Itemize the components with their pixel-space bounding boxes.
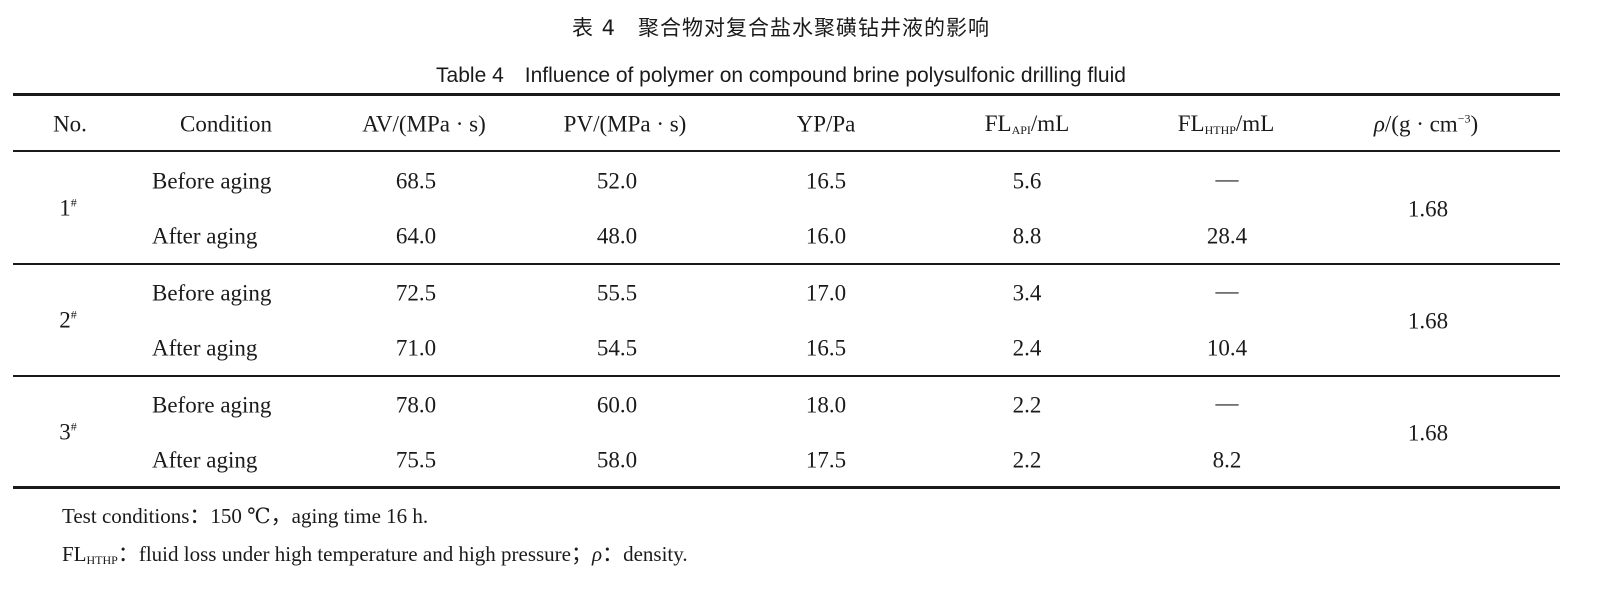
pv-cell: 55.5	[596, 280, 638, 306]
av-cell: 78.0	[395, 392, 437, 418]
top-rule	[13, 93, 1560, 96]
yp-cell: 18.0	[805, 392, 847, 418]
fl-api-cell: 2.2	[1012, 447, 1042, 473]
group-rule	[13, 375, 1560, 377]
pv-cell: 52.0	[596, 168, 638, 194]
fl-api-cell: 3.4	[1012, 280, 1042, 306]
fl-api-cell: 2.4	[1012, 335, 1042, 361]
av-cell: 75.5	[395, 447, 437, 473]
yp-cell: 16.0	[805, 223, 847, 249]
caption-en: Table 4 Influence of polymer on compound…	[436, 64, 1126, 87]
av-cell: 68.5	[395, 168, 437, 194]
density-cell: 1.68	[1407, 308, 1449, 334]
header-density: ρ/(g · cm−3)	[1373, 111, 1479, 137]
header-condition: Condition	[179, 111, 273, 137]
header-yp: YP/Pa	[796, 111, 856, 137]
header-av: AV/(MPa · s)	[362, 111, 486, 137]
note-abbreviations: FLHTHP：fluid loss under high temperature…	[62, 542, 688, 567]
av-cell: 72.5	[395, 280, 437, 306]
fl-hthp-cell: 8.2	[1212, 447, 1242, 473]
fl-hthp-cell: 28.4	[1206, 223, 1248, 249]
pv-cell: 58.0	[596, 447, 638, 473]
sample-no: 1#	[59, 195, 77, 221]
fl-hthp-cell: —	[1215, 278, 1239, 304]
group-rule	[13, 263, 1560, 265]
fl-api-cell: 8.8	[1012, 223, 1042, 249]
condition-cell: Before aging	[152, 168, 272, 194]
header-fl-api: FLAPI/mL	[984, 111, 1070, 137]
sample-no: 2#	[59, 307, 77, 333]
fl-api-cell: 5.6	[1012, 168, 1042, 194]
sample-no: 3#	[59, 419, 77, 445]
condition-cell: Before aging	[152, 392, 272, 418]
fl-api-cell: 2.2	[1012, 392, 1042, 418]
density-cell: 1.68	[1407, 420, 1449, 446]
bottom-rule	[13, 486, 1560, 489]
condition-cell: After aging	[152, 223, 258, 249]
note-test-conditions: Test conditions：150 ℃，aging time 16 h.	[62, 504, 429, 528]
fl-hthp-cell: —	[1215, 390, 1239, 416]
condition-cell: After aging	[152, 447, 258, 473]
fl-hthp-cell: 10.4	[1206, 335, 1248, 361]
av-cell: 64.0	[395, 223, 437, 249]
yp-cell: 16.5	[805, 335, 847, 361]
condition-cell: Before aging	[152, 280, 272, 306]
header-fl-hthp: FLHTHP/mL	[1177, 111, 1275, 137]
av-cell: 71.0	[395, 335, 437, 361]
caption-zh: 表 4 聚合物对复合盐水聚磺钻井液的影响	[571, 16, 991, 40]
pv-cell: 48.0	[596, 223, 638, 249]
yp-cell: 17.0	[805, 280, 847, 306]
pv-cell: 60.0	[596, 392, 638, 418]
header-pv: PV/(MPa · s)	[563, 111, 687, 137]
yp-cell: 17.5	[805, 447, 847, 473]
yp-cell: 16.5	[805, 168, 847, 194]
condition-cell: After aging	[152, 335, 258, 361]
density-cell: 1.68	[1407, 196, 1449, 222]
pv-cell: 54.5	[596, 335, 638, 361]
header-no: No.	[53, 111, 87, 137]
fl-hthp-cell: —	[1215, 166, 1239, 192]
header-rule	[13, 150, 1560, 152]
